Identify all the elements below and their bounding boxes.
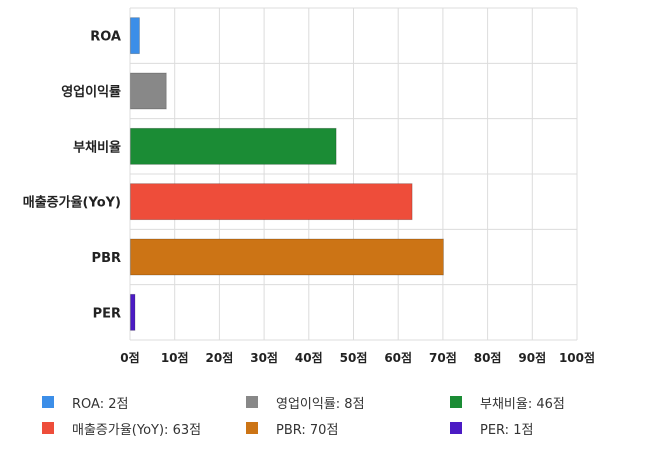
legend-item: 부채비율: 46점 xyxy=(450,392,565,412)
x-tick-label: 60점 xyxy=(384,350,412,365)
bar xyxy=(130,183,413,221)
bar xyxy=(130,72,167,110)
bar xyxy=(130,293,136,331)
legend-swatch xyxy=(450,396,462,408)
bar xyxy=(130,238,444,276)
x-tick-label: 50점 xyxy=(340,350,368,365)
category-label: PBR xyxy=(92,251,121,266)
x-tick-label: 0점 xyxy=(120,350,139,365)
x-tick-label: 10점 xyxy=(161,350,189,365)
x-tick-label: 70점 xyxy=(429,350,457,365)
x-tick-label: 30점 xyxy=(250,350,278,365)
category-label: 매출증가율(YoY) xyxy=(23,195,121,211)
x-tick-label: 100점 xyxy=(559,350,595,365)
category-label: ROA xyxy=(90,30,121,45)
legend-label: PBR: 70점 xyxy=(276,422,339,438)
x-tick-label: 40점 xyxy=(295,350,323,365)
legend-swatch xyxy=(42,422,54,434)
category-label: 영업이익률 xyxy=(61,84,121,100)
legend-item: PBR: 70점 xyxy=(246,418,338,438)
legend-item: PER: 1점 xyxy=(450,418,533,438)
x-tick-label: 80점 xyxy=(474,350,502,365)
legend-item: 영업이익률: 8점 xyxy=(246,392,365,412)
category-label: 부채비율 xyxy=(73,139,121,155)
x-tick-label: 90점 xyxy=(518,350,546,365)
legend-swatch xyxy=(246,396,258,408)
x-tick-label: 20점 xyxy=(206,350,234,365)
legend-label: ROA: 2점 xyxy=(72,396,129,412)
category-label: PER xyxy=(93,306,121,321)
legend-label: 매출증가율(YoY): 63점 xyxy=(72,422,202,438)
legend-swatch xyxy=(450,422,462,434)
legend-swatch xyxy=(246,422,258,434)
legend-swatch xyxy=(42,396,54,408)
bar xyxy=(130,127,337,165)
bar xyxy=(130,17,140,55)
legend-label: 영업이익률: 8점 xyxy=(276,396,365,412)
legend-label: PER: 1점 xyxy=(480,422,534,438)
legend-item: 매출증가율(YoY): 63점 xyxy=(42,418,201,438)
legend-label: 부채비율: 46점 xyxy=(480,396,565,412)
legend-item: ROA: 2점 xyxy=(42,392,128,412)
